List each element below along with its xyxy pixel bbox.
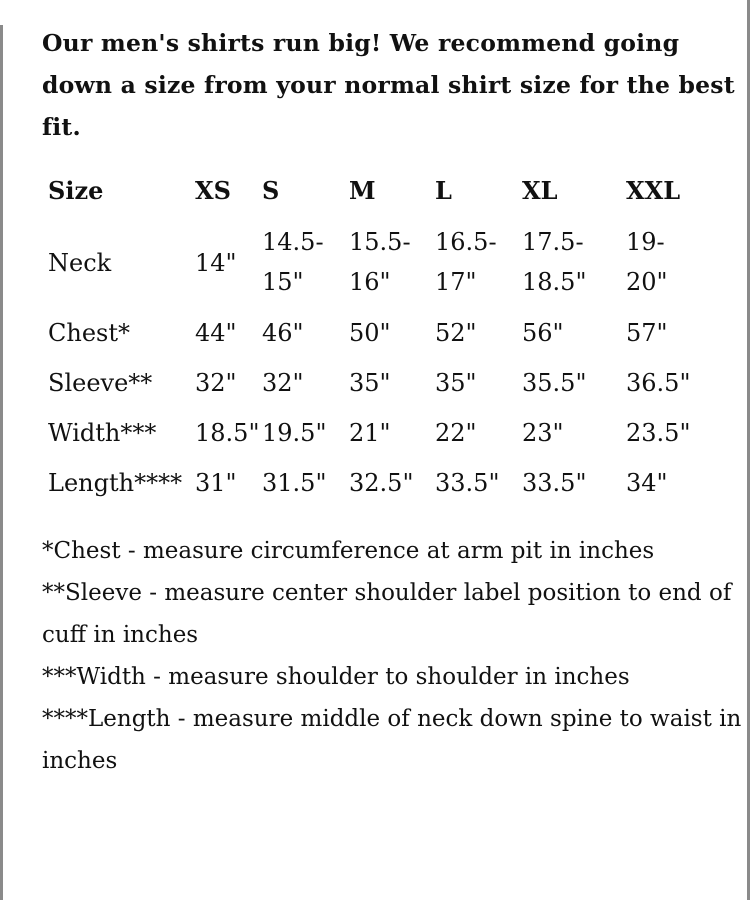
table-cell: 46" [262,319,304,347]
header-l: L [435,176,452,205]
right-border [747,0,750,900]
table-cell: 44" [195,319,237,347]
table-cell: 18.5" [195,419,260,447]
table-cell: 31.5" [262,469,327,497]
table-cell: 31" [195,469,237,497]
table-cell: 36.5" [626,369,691,397]
table-cell: 35" [349,369,391,397]
table-cell: 52" [435,319,477,347]
table-cell: 32" [195,369,237,397]
table-cell: 17.5- 18.5" [522,228,587,296]
table-cell: 19.5" [262,419,327,447]
table-cell: 57" [626,319,668,347]
table-cell: 56" [522,319,564,347]
header-xxl: XXL [626,176,681,205]
note-chest: *Chest - measure circumference at arm pi… [42,538,655,564]
table-cell: 23" [522,419,564,447]
table-cell: 34" [626,469,668,497]
measurement-notes: *Chest - measure circumference at arm pi… [42,530,742,782]
table-cell: 35" [435,369,477,397]
table-cell: 33.5" [522,469,587,497]
table-cell: 19- 20" [626,228,668,296]
table-cell: 32" [262,369,304,397]
row-label-neck: Neck [48,249,112,277]
table-cell: 16.5- 17" [435,228,497,296]
note-width: ***Width - measure shoulder to shoulder … [42,664,630,690]
note-sleeve: **Sleeve - measure center shoulder label… [42,580,732,648]
table-cell: 14" [195,249,237,277]
size-advice-heading: Our men's shirts run big! We recommend g… [42,29,735,141]
header-xs: XS [195,176,231,205]
table-cell: 50" [349,319,391,347]
header-size: Size [48,176,104,205]
table-cell: 14.5- 15" [262,228,324,296]
table-cell: 23.5" [626,419,691,447]
table-cell: 35.5" [522,369,587,397]
left-border [0,25,3,900]
table-cell: 32.5" [349,469,414,497]
header-m: M [349,176,376,205]
row-label-chest: Chest* [48,319,130,347]
table-cell: 15.5- 16" [349,228,411,296]
row-label-length: Length**** [48,469,183,497]
header-s: S [262,176,280,205]
table-cell: 33.5" [435,469,500,497]
header-xl: XL [522,176,558,205]
table-cell: 22" [435,419,477,447]
table-cell: 21" [349,419,391,447]
row-label-width: Width*** [48,419,157,447]
note-length: ****Length - measure middle of neck down… [42,706,742,774]
row-label-sleeve: Sleeve** [48,369,153,397]
